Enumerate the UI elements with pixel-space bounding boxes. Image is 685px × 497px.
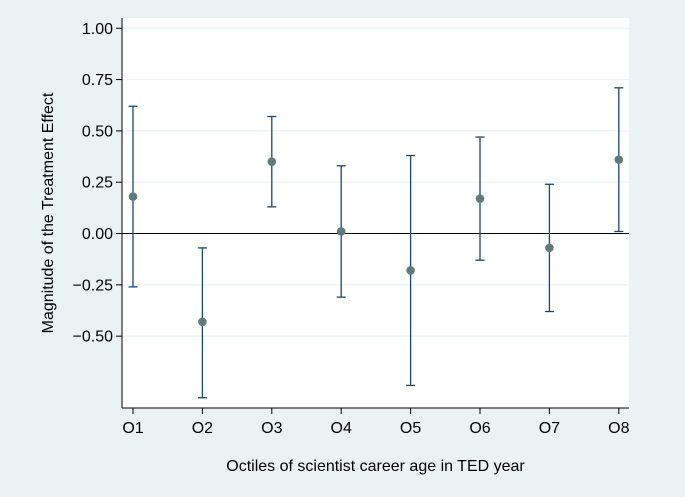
y-tick-label: 0.75 (82, 72, 113, 89)
x-tick-label-o2: O2 (192, 420, 213, 437)
point-estimates (128, 155, 624, 327)
x-tick-label-o1: O1 (122, 420, 143, 437)
y-tick-label: 0.50 (82, 123, 113, 140)
y-tick-labels: 1.00 0.75 0.50 0.25 0.00 −0.25 −0.50 (73, 21, 114, 346)
x-tick-labels: O1 O2 O3 O4 O5 O6 O7 O8 (122, 420, 629, 437)
x-tick-label-o6: O6 (469, 420, 490, 437)
x-tick-label-o5: O5 (400, 420, 421, 437)
y-tick-label: 1.00 (82, 21, 113, 38)
point-estimate-o5 (406, 266, 415, 275)
axes (116, 18, 629, 414)
y-tick-label: 0.25 (82, 175, 113, 192)
point-estimate-o6 (475, 194, 485, 203)
x-tick-label-o3: O3 (261, 420, 282, 437)
y-tick-label: −0.50 (73, 329, 114, 346)
point-estimate-o1 (128, 192, 138, 201)
point-estimate-o7 (545, 243, 554, 253)
x-axis-title: Octiles of scientist career age in TED y… (226, 458, 525, 475)
gridlines (122, 27, 629, 337)
x-tick-label-o4: O4 (331, 420, 352, 437)
y-axis-title: Magnitude of the Treatment Effect (40, 92, 57, 333)
plot-area (122, 18, 629, 408)
point-estimate-o8 (614, 155, 624, 164)
x-tick-label-o7: O7 (539, 420, 560, 437)
x-tick-label-o8: O8 (608, 420, 629, 437)
y-tick-label: −0.25 (73, 277, 114, 294)
point-estimate-o3 (267, 157, 277, 166)
point-estimate-o2 (198, 317, 207, 327)
point-estimate-o4 (336, 227, 346, 236)
y-tick-label: 0.00 (82, 226, 113, 243)
